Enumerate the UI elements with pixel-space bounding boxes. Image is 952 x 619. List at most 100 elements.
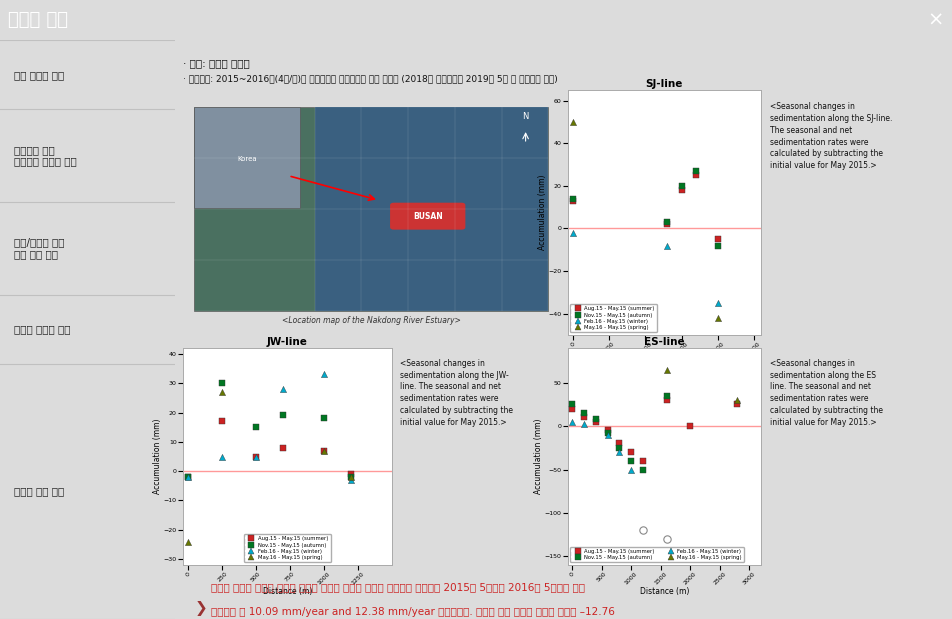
Text: BUSAN: BUSAN <box>413 212 443 221</box>
Point <box>624 456 639 465</box>
Point <box>181 472 196 482</box>
Text: <Seasonal changes in
sedimentation along the JW-
line. The seasonal and net
sedi: <Seasonal changes in sedimentation along… <box>400 359 512 427</box>
Point <box>214 387 229 397</box>
Point <box>565 194 581 204</box>
Legend: Aug.15 - May.15 (summer), Nov.15 - May.15 (autumn), Feb.16 - May.15 (winter), Ma: Aug.15 - May.15 (summer), Nov.15 - May.1… <box>570 547 744 562</box>
Point <box>248 451 264 461</box>
Bar <box>315 107 548 311</box>
Point <box>248 422 264 432</box>
Text: · 참소: 낙동강 하구역: · 참소: 낙동강 하구역 <box>183 58 249 68</box>
Point <box>344 472 359 482</box>
Text: 울타리섬 사이
부유물질 유출입 특성: 울타리섬 사이 부유물질 유출입 특성 <box>14 145 77 167</box>
Text: ❯: ❯ <box>195 602 208 617</box>
Point <box>624 465 639 475</box>
Point <box>576 418 591 428</box>
Point <box>576 408 591 418</box>
Point <box>600 428 615 438</box>
Point <box>565 196 581 206</box>
Text: · 취득년도: 2015~2016년(4회/년)간 현장조사후 분석완료된 연구 결과물 (2018년 연구결과는 2019년 5월 중 업데이트 예정): · 취득년도: 2015~2016년(4회/년)간 현장조사후 분석완료된 연구… <box>183 74 558 83</box>
Point <box>588 417 604 426</box>
Text: ×: × <box>927 11 944 30</box>
Point <box>624 447 639 457</box>
Point <box>635 465 650 475</box>
X-axis label: Distance (m): Distance (m) <box>640 587 689 596</box>
Point <box>674 185 689 195</box>
Point <box>344 469 359 479</box>
Point <box>710 298 725 308</box>
Title: SJ-line: SJ-line <box>645 79 683 89</box>
Point <box>316 446 331 456</box>
Text: Korea: Korea <box>237 155 257 162</box>
Point <box>565 117 581 127</box>
Point <box>565 228 581 238</box>
Point <box>565 417 580 426</box>
Title: ES-line: ES-line <box>644 337 684 347</box>
Point <box>612 438 627 448</box>
Point <box>730 399 745 409</box>
Point <box>181 472 196 482</box>
X-axis label: Distance (m): Distance (m) <box>640 357 689 366</box>
Point <box>612 447 627 457</box>
Legend: Aug.15 - May.15 (summer), Nov.15 - May.15 (autumn), Feb.16 - May.15 (winter), Ma: Aug.15 - May.15 (summer), Nov.15 - May.1… <box>244 534 330 562</box>
Point <box>659 391 674 400</box>
Legend: Aug.15 - May.15 (summer), Nov.15 - May.15 (autumn), Feb.16 - May.15 (winter), Ma: Aug.15 - May.15 (summer), Nov.15 - May.1… <box>570 304 657 332</box>
Point <box>600 430 615 439</box>
Text: 측선별 퇴적률 특성: 측선별 퇴적률 특성 <box>14 324 70 334</box>
Point <box>576 412 591 422</box>
Point <box>588 414 604 424</box>
Point <box>316 413 331 423</box>
Text: 소환경 분류 특성: 소환경 분류 특성 <box>14 487 64 496</box>
Point <box>710 241 725 251</box>
Point <box>659 395 674 405</box>
Point <box>688 166 704 176</box>
Point <box>688 170 704 180</box>
Y-axis label: Accumulation (mm): Accumulation (mm) <box>153 418 162 494</box>
Point <box>275 443 290 452</box>
Point <box>565 399 580 409</box>
Point <box>214 451 229 461</box>
Text: 주기적 정보: 주기적 정보 <box>8 11 68 29</box>
X-axis label: Distance (m): Distance (m) <box>263 587 312 596</box>
Text: 낙조/창조시 측선
염분 변화 특성: 낙조/창조시 측선 염분 변화 특성 <box>14 238 65 259</box>
Text: <Seasonal changes in
sedimentation along the SJ-line.
The seasonal and net
sedim: <Seasonal changes in sedimentation along… <box>770 102 892 170</box>
Point <box>275 384 290 394</box>
Point <box>344 472 359 482</box>
Point <box>659 534 674 544</box>
Point <box>683 421 698 431</box>
Y-axis label: Accumulation (mm): Accumulation (mm) <box>538 175 546 250</box>
Point <box>316 370 331 379</box>
Bar <box>194 107 548 311</box>
FancyBboxPatch shape <box>390 202 466 230</box>
Point <box>565 404 580 413</box>
Point <box>674 181 689 191</box>
Point <box>214 378 229 388</box>
Point <box>659 365 674 374</box>
Point <box>612 443 627 452</box>
Bar <box>194 107 300 207</box>
Text: 표층 퇴적상 특성: 표층 퇴적상 특성 <box>14 70 64 80</box>
Text: <Seasonal changes in
sedimentation along the ES
line. The seasonal and net
sedim: <Seasonal changes in sedimentation along… <box>770 359 883 427</box>
Text: <Location map of the Nakdong River Estuary>: <Location map of the Nakdong River Estua… <box>282 316 461 325</box>
Point <box>181 472 196 482</box>
Point <box>181 537 196 547</box>
Text: N: N <box>523 113 528 121</box>
Point <box>344 475 359 485</box>
Point <box>730 395 745 405</box>
Y-axis label: Accumulation (mm): Accumulation (mm) <box>534 418 543 494</box>
Point <box>214 417 229 426</box>
Bar <box>0 364 175 619</box>
Point <box>316 446 331 456</box>
Point <box>710 234 725 244</box>
Point <box>635 456 650 465</box>
Point <box>248 451 264 461</box>
Point <box>660 219 675 229</box>
Point <box>660 217 675 227</box>
Title: JW-line: JW-line <box>267 337 307 347</box>
Point <box>635 526 650 535</box>
Point <box>660 241 675 251</box>
Text: 퇴적률은 각 10.09 mm/year and 12.38 mm/year 퇴적되었다. 낙동강 하구 동쪽의 을숙도 갯벌은 –12.76: 퇴적률은 각 10.09 mm/year and 12.38 mm/year 퇴… <box>211 607 615 617</box>
Point <box>275 410 290 420</box>
Text: 육지와 진우도 그리고 육지와 신자도 사이의 갯벌은 퇴적이 우세하게 나타나며 2015년 5월부터 2016년 5월까지 단기: 육지와 진우도 그리고 육지와 신자도 사이의 갯벌은 퇴적이 우세하게 나타나… <box>211 582 585 592</box>
Point <box>710 313 725 323</box>
Point <box>600 425 615 435</box>
